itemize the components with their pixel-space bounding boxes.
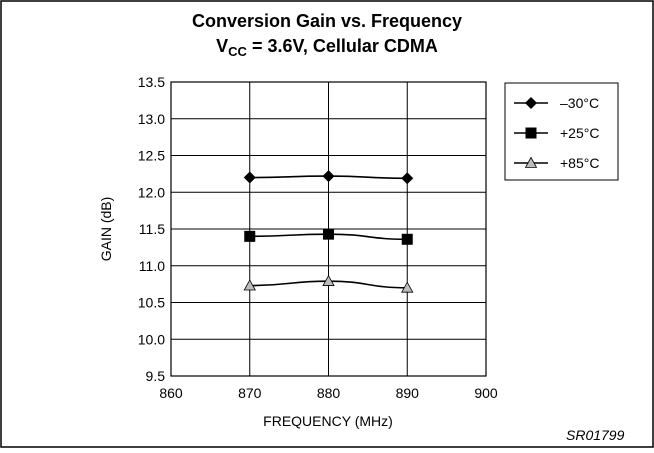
y-tick-labels: 9.5 10.0 10.5 11.0 11.5 12.0 12.5 13.0 13.5 (138, 74, 165, 384)
data-point-2 (322, 274, 335, 286)
data-point-0 (401, 172, 414, 185)
data-point-0 (243, 171, 256, 184)
legend-marker (525, 97, 537, 109)
x-tick-label: 890 (396, 385, 420, 401)
legend-label: +85°C (560, 155, 599, 171)
y-tick-label: 11.0 (139, 258, 165, 274)
x-tick-label: 880 (317, 385, 341, 401)
subtitle-subscript: CC (228, 44, 247, 59)
chart-title: Conversion Gain vs. Frequency (192, 11, 462, 31)
data-point-2 (243, 279, 256, 291)
y-tick-label: 9.5 (146, 368, 166, 384)
y-axis-label: GAIN (dB) (98, 197, 114, 262)
y-tick-label: 13.5 (138, 74, 165, 90)
plot-area (170, 81, 487, 377)
legend-marker (524, 156, 538, 168)
figure-code: SR01799 (566, 427, 625, 443)
y-tick-label: 11.5 (139, 221, 165, 237)
x-axis-label: FREQUENCY (MHz) (263, 413, 393, 429)
x-tick-label: 900 (474, 385, 498, 401)
chart-subtitle: VCC = 3.6V, Cellular CDMA (216, 36, 438, 59)
y-tick-label: 12.0 (138, 184, 165, 200)
data-point-1 (401, 233, 413, 245)
y-tick-label: 10.0 (138, 331, 165, 347)
y-tick-label: 12.5 (138, 148, 165, 164)
subtitle-suffix: = 3.6V, Cellular CDMA (247, 36, 438, 56)
legend-label: +25°C (560, 125, 599, 141)
legend-label: –30°C (560, 95, 599, 111)
data-point-0 (322, 170, 335, 183)
data-point-1 (244, 230, 256, 242)
y-tick-label: 10.5 (138, 295, 165, 311)
legend-marker (525, 127, 537, 139)
x-tick-labels: 860 870 880 890 900 (159, 385, 498, 401)
legend-box (504, 82, 619, 181)
series-group (243, 170, 414, 293)
legend: –30°C +25°C +85°C (514, 95, 599, 171)
y-tick-label: 13.0 (138, 111, 165, 127)
data-point-2 (401, 281, 414, 293)
x-tick-label: 870 (238, 385, 262, 401)
subtitle-prefix: V (216, 36, 228, 56)
data-point-1 (323, 228, 334, 240)
x-tick-label: 860 (159, 385, 183, 401)
